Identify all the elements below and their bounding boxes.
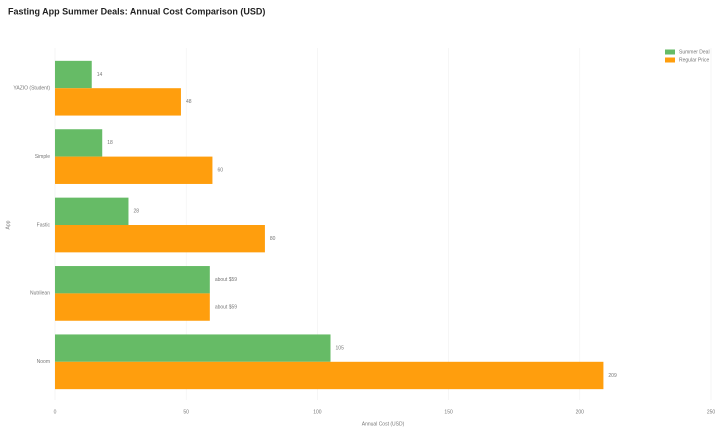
bar: [55, 197, 129, 225]
bar: [55, 60, 92, 89]
y-tick-label: Nutrilean: [30, 291, 50, 297]
legend-swatch: [665, 49, 675, 55]
value-label: 60: [217, 168, 223, 174]
y-tick-label: YAZIO (Student): [13, 86, 50, 92]
value-label: 48: [186, 99, 192, 105]
chart-title: Fasting App Summer Deals: Annual Cost Co…: [8, 6, 265, 16]
bar: [55, 156, 213, 184]
legend-label: Summer Deal: [679, 49, 710, 55]
y-tick-label: Simple: [35, 154, 51, 160]
bar: [55, 129, 103, 157]
x-tick-label: 100: [313, 409, 322, 415]
value-label: 14: [97, 72, 103, 78]
value-label: 105: [336, 345, 345, 351]
value-label: 80: [270, 236, 276, 242]
x-axis-label: Annual Cost (USD): [362, 421, 405, 427]
bar: [55, 334, 331, 362]
legend-label: Regular Price: [679, 57, 710, 63]
bar: [55, 88, 181, 116]
x-tick-label: 250: [707, 409, 716, 415]
x-tick-label: 0: [54, 409, 57, 415]
bar: [55, 225, 265, 253]
value-label: about $59: [215, 304, 237, 310]
legend-swatch: [665, 57, 675, 63]
x-tick-label: 50: [183, 409, 189, 415]
value-label: 209: [608, 373, 617, 379]
x-tick-label: 200: [576, 409, 585, 415]
bar: [55, 361, 604, 390]
x-tick-label: 150: [444, 409, 453, 415]
value-label: about $59: [215, 277, 237, 283]
value-label: 18: [107, 140, 113, 146]
y-axis-label: App: [5, 220, 11, 229]
value-label: 28: [133, 209, 139, 215]
bar: [55, 266, 210, 294]
bar: [55, 293, 210, 321]
y-tick-label: Fastic: [37, 222, 51, 228]
y-tick-label: Noom: [37, 359, 50, 365]
